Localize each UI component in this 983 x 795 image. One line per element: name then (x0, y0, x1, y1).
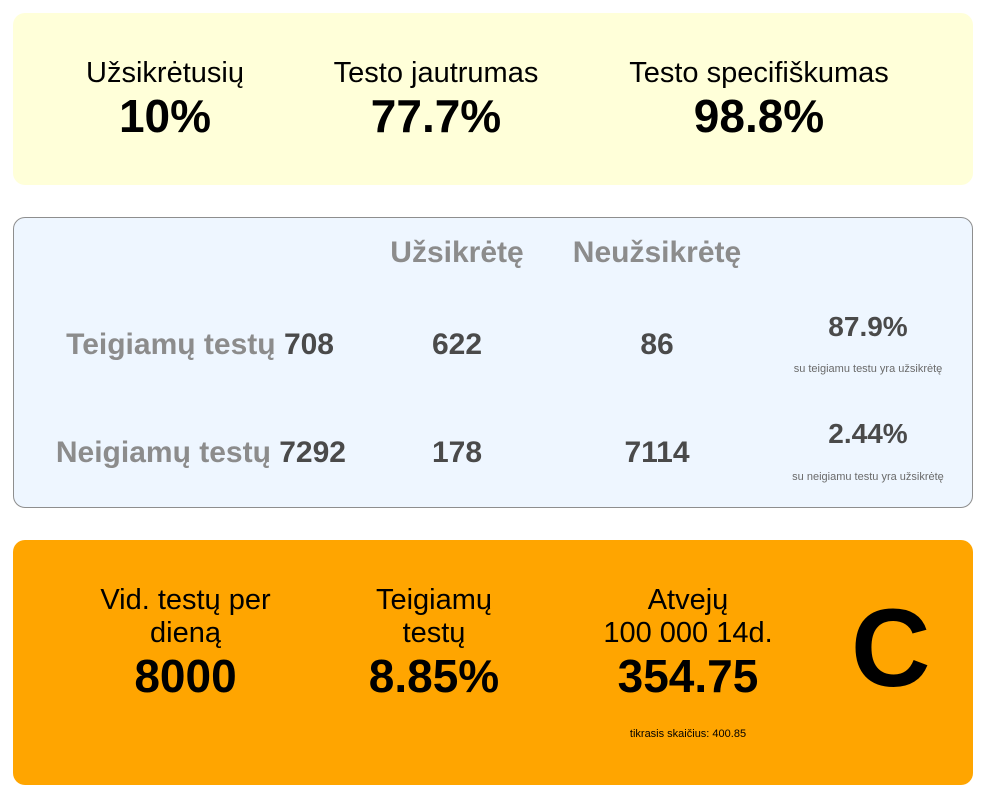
confusion-table: Užsikrėtę Neužsikrėtę Teigiamų testų 708… (13, 217, 973, 508)
cases-actual-note: tikrasis skaičius: 400.85 (629, 728, 747, 740)
tests-per-day-stat: Vid. testų per dieną 8000 (73, 584, 298, 702)
positive-rate-label-2: testų (402, 617, 466, 649)
row-total-negative: 7292 (279, 436, 346, 469)
col-header-not-infected: Neužsikrėtę (572, 236, 742, 269)
positive-rate-stat: Teigiamų testų 8.85% (339, 584, 529, 702)
positive-rate-value: 8.85% (368, 650, 500, 702)
tests-per-day-label-1: Vid. testų per (100, 584, 271, 616)
row-label-positive-text: Teigiamų testų (66, 328, 276, 361)
cases-stat: Atvejų 100 000 14d. 354.75 (578, 584, 798, 702)
row-total-positive: 708 (283, 328, 334, 361)
cases-label-2: 100 000 14d. (603, 617, 773, 649)
false-omission-value: 2.44% (828, 418, 908, 449)
tests-per-day-label-2: dieną (150, 617, 221, 649)
row-label-negative: Neigiamų testų 7292 (14, 436, 346, 470)
cases-label-1: Atvejų (647, 584, 729, 616)
sensitivity-value: 77.7% (370, 90, 502, 142)
cell-positive-not-infected: 86 (640, 328, 674, 361)
false-omission-note: su neigiamu testu yra užsikrėtę (792, 471, 944, 483)
positive-rate-label-1: Teigiamų (375, 584, 493, 616)
cell-negative-not-infected: 7114 (624, 436, 690, 469)
cell-positive-infected: 622 (431, 328, 483, 361)
sensitivity-stat: Testo jautrumas 77.7% (295, 57, 577, 142)
row-label-negative-text: Neigiamų testų (55, 436, 271, 469)
specificity-value: 98.8% (693, 90, 825, 142)
specificity-label: Testo specifiškumas (629, 57, 889, 89)
infected-stat: Užsikrėtusių 10% (55, 57, 275, 142)
sensitivity-label: Testo jautrumas (333, 57, 539, 89)
specificity-stat: Testo specifiškumas 98.8% (599, 57, 919, 142)
infected-label: Užsikrėtusių (86, 57, 244, 89)
col-header-infected: Užsikrėtę (390, 236, 524, 269)
tests-per-day-value: 8000 (134, 650, 237, 702)
summary-panel: Užsikrėtusių 10% Testo jautrumas 77.7% T… (13, 13, 973, 185)
ppv-value: 87.9% (828, 311, 908, 342)
cell-negative-infected: 178 (431, 436, 483, 469)
ppv-note: su teigiamu testu yra užsikrėtę (793, 363, 943, 375)
estimate-panel: Vid. testų per dieną 8000 Teigiamų testų… (13, 540, 973, 785)
grade-letter: C (851, 587, 931, 710)
row-label-positive: Teigiamų testų 708 (14, 328, 334, 362)
infected-value: 10% (118, 90, 212, 142)
cases-value: 354.75 (617, 650, 759, 702)
